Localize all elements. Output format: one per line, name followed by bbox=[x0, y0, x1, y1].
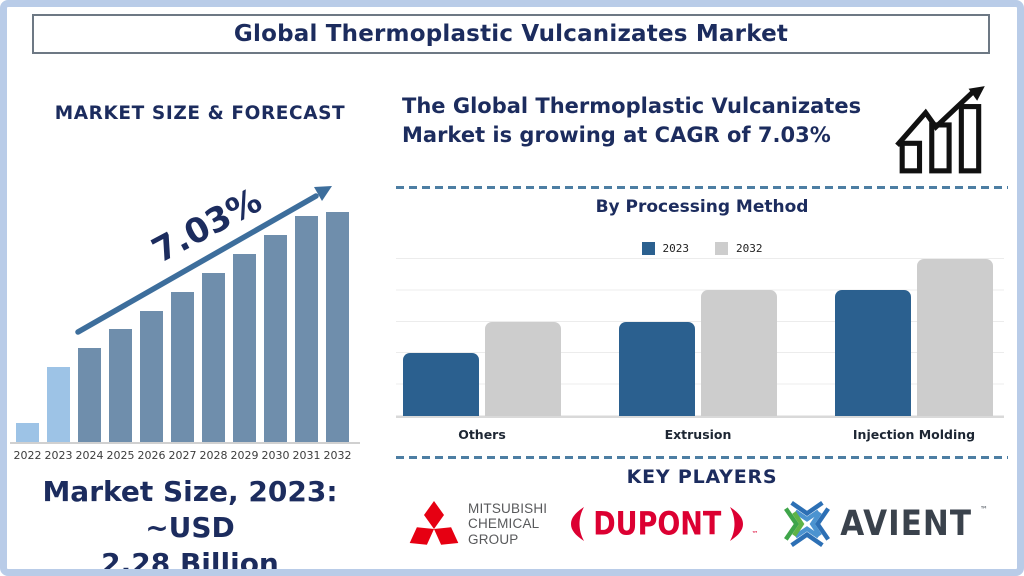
year-label-2025: 2025 bbox=[106, 449, 135, 462]
category-bars bbox=[619, 290, 777, 416]
bar-2032-extrusion bbox=[701, 290, 777, 416]
category-bars bbox=[403, 321, 561, 416]
mitsubishi-line-3: GROUP bbox=[468, 531, 519, 547]
year-label-2027: 2027 bbox=[168, 449, 197, 462]
avient-burst-icon bbox=[784, 501, 831, 547]
avient-wordmark: AVIENT bbox=[840, 503, 972, 545]
forecast-bar-2023 bbox=[47, 367, 70, 442]
forecast-years: 2022 2023 2024 2025 2026 2027 2028 2029 2030 2031… bbox=[13, 449, 352, 462]
dashed-divider-top bbox=[396, 186, 1008, 189]
cagr-statement-line-2: Market is growing at CAGR of 7.03% bbox=[402, 123, 831, 147]
legend-item-2023: 2023 bbox=[641, 242, 690, 255]
category-label-others: Others bbox=[458, 427, 506, 442]
dashed-divider-bottom bbox=[396, 456, 1008, 459]
year-label-2028: 2028 bbox=[199, 449, 228, 462]
year-label-2024: 2024 bbox=[75, 449, 104, 462]
dupont-logo: DUPONT ™ bbox=[571, 506, 758, 542]
category-group-extrusion: Extrusion bbox=[619, 259, 777, 442]
year-label-2026: 2026 bbox=[137, 449, 166, 462]
key-players-logos: MITSUBISHI CHEMICAL GROUP DUPONT ™ bbox=[408, 492, 988, 556]
forecast-bar-2022 bbox=[16, 423, 39, 442]
processing-method-title: By Processing Method bbox=[595, 197, 809, 217]
year-label-2023: 2023 bbox=[44, 449, 73, 462]
market-size-line-1: Market Size, 2023: ~USD bbox=[42, 475, 338, 544]
legend-swatch-2032 bbox=[715, 242, 728, 255]
forecast-bar-2029 bbox=[233, 254, 256, 442]
avient-trademark: ™ bbox=[979, 505, 988, 514]
market-size-forecast-heading: MARKET SIZE & FORECAST bbox=[54, 103, 346, 124]
cagr-statement: The Global Thermoplastic Vulcanizates Ma… bbox=[402, 92, 892, 150]
legend-label-2032: 2032 bbox=[736, 242, 763, 255]
dupont-oval-right-icon bbox=[730, 507, 744, 541]
forecast-bar-2024 bbox=[78, 348, 101, 442]
mitsubishi-logo: MITSUBISHI CHEMICAL GROUP bbox=[408, 500, 547, 548]
category-group-others: Others bbox=[403, 259, 561, 442]
cagr-statement-line-1: The Global Thermoplastic Vulcanizates bbox=[402, 94, 862, 118]
chart-legend: 2023 2032 bbox=[396, 242, 1008, 255]
category-group-injection-molding: Injection Molding bbox=[835, 259, 993, 442]
year-label-2029: 2029 bbox=[230, 449, 259, 462]
header-title-box: Global Thermoplastic Vulcanizates Market bbox=[32, 14, 990, 54]
forecast-bar-2032 bbox=[326, 212, 349, 442]
avient-logo: AVIENT ™ bbox=[782, 499, 988, 549]
category-label-injection-molding: Injection Molding bbox=[852, 427, 976, 442]
forecast-bar-2025 bbox=[109, 329, 132, 442]
mitsubishi-line-2: CHEMICAL bbox=[468, 516, 540, 532]
key-players-heading: KEY PLAYERS bbox=[626, 466, 778, 488]
year-label-2030: 2030 bbox=[261, 449, 290, 462]
category-label-extrusion: Extrusion bbox=[664, 427, 732, 442]
dupont-oval-left-icon bbox=[571, 507, 585, 541]
year-label-2031: 2031 bbox=[292, 449, 321, 462]
forecast-arrow-icon bbox=[75, 186, 332, 335]
forecast-bar-2026 bbox=[140, 311, 163, 442]
bar-2032-injection-molding bbox=[917, 259, 993, 416]
growth-trend-icon bbox=[895, 86, 985, 174]
legend-swatch-2023 bbox=[641, 242, 655, 255]
forecast-bar-2030 bbox=[264, 235, 287, 442]
legend-item-2032: 2032 bbox=[715, 242, 763, 255]
forecast-bars bbox=[16, 212, 349, 442]
forecast-bar-2028 bbox=[202, 273, 225, 442]
mitsubishi-line-1: MITSUBISHI bbox=[468, 500, 548, 516]
dupont-trademark: ™ bbox=[751, 530, 759, 538]
market-size-line-2: 2.28 Billion bbox=[101, 547, 279, 576]
mitsubishi-three-diamonds-icon bbox=[409, 501, 459, 545]
year-label-2032: 2032 bbox=[323, 449, 352, 462]
page-title: Global Thermoplastic Vulcanizates Market bbox=[233, 21, 789, 47]
processing-chart-plot: Others Extrusion Injection Molding bbox=[396, 258, 1004, 442]
bar-2023-extrusion bbox=[619, 321, 695, 416]
forecast-bar-2027 bbox=[171, 292, 194, 442]
category-bars bbox=[835, 259, 993, 416]
bar-2023-injection-molding bbox=[835, 290, 911, 416]
market-size-callout: Market Size, 2023: ~USD 2.28 Billion bbox=[10, 474, 370, 576]
forecast-bar-2031 bbox=[295, 216, 318, 442]
bar-2023-others bbox=[403, 353, 479, 416]
forecast-x-axis bbox=[10, 442, 360, 444]
dupont-wordmark: DUPONT bbox=[593, 505, 722, 543]
year-label-2022: 2022 bbox=[13, 449, 42, 462]
bar-2032-others bbox=[485, 321, 561, 416]
mitsubishi-wordmark: MITSUBISHI CHEMICAL GROUP bbox=[468, 501, 547, 548]
legend-label-2023: 2023 bbox=[662, 242, 690, 255]
